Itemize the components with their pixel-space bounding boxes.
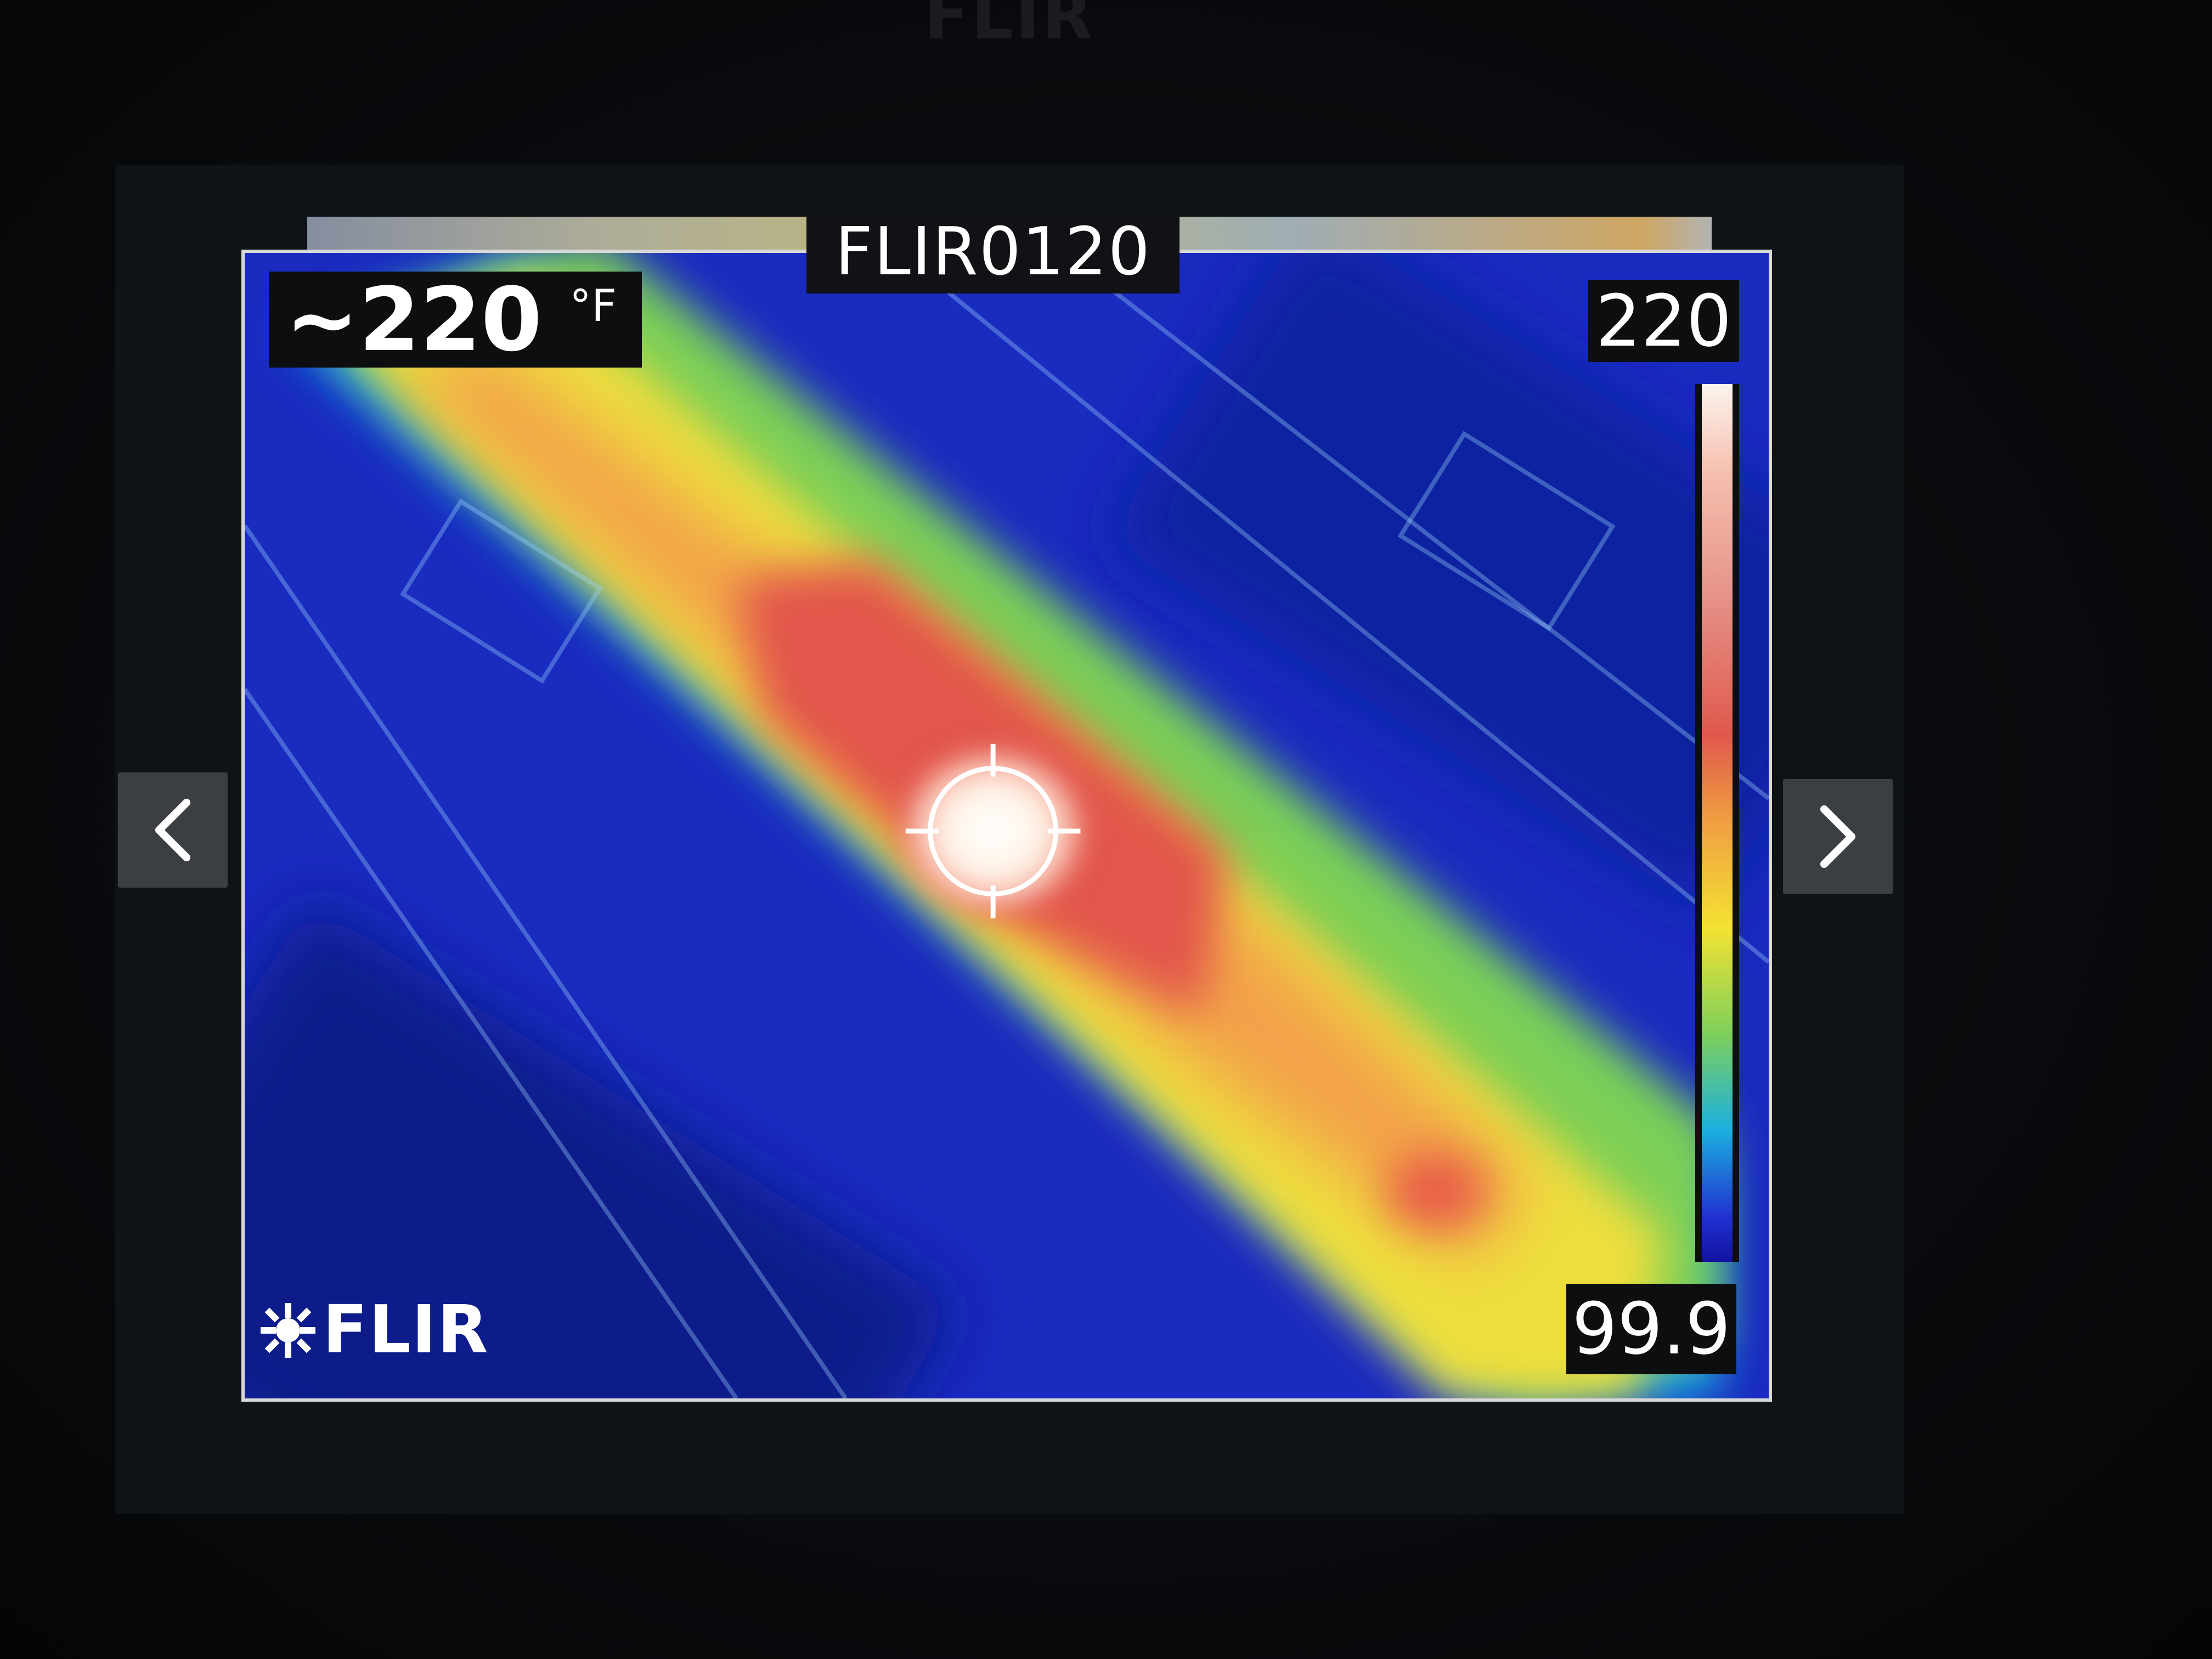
temperature-scale-bar	[1695, 384, 1739, 1262]
palette-gradient	[1702, 384, 1733, 1262]
thermal-image-canvas	[245, 253, 1769, 1398]
brand-logo-text: FLIR	[323, 1292, 489, 1368]
spot-crosshair-icon	[905, 743, 1081, 919]
camera-file-name: FLIR0120	[806, 211, 1180, 294]
spot-temperature-value: ~220	[285, 268, 543, 371]
scale-max-label: 220	[1588, 280, 1739, 362]
next-image-button[interactable]	[1783, 779, 1893, 894]
scale-min-label: 99.9	[1566, 1284, 1736, 1374]
previous-image-button[interactable]	[118, 772, 228, 888]
chevron-left-icon	[155, 799, 190, 861]
surface-contours	[245, 253, 1769, 1398]
temperature-unit: °F	[569, 280, 617, 331]
thermal-image[interactable]	[241, 250, 1772, 1402]
spot-temperature-readout: ~220 °F	[269, 272, 642, 368]
hot-spot	[889, 738, 1097, 924]
image-brand-logo: FLIR	[258, 1292, 489, 1368]
brand-top-logo: FLIR	[924, 0, 1095, 54]
flir-emblem-icon	[261, 1302, 315, 1358]
chevron-right-icon	[1820, 805, 1855, 868]
